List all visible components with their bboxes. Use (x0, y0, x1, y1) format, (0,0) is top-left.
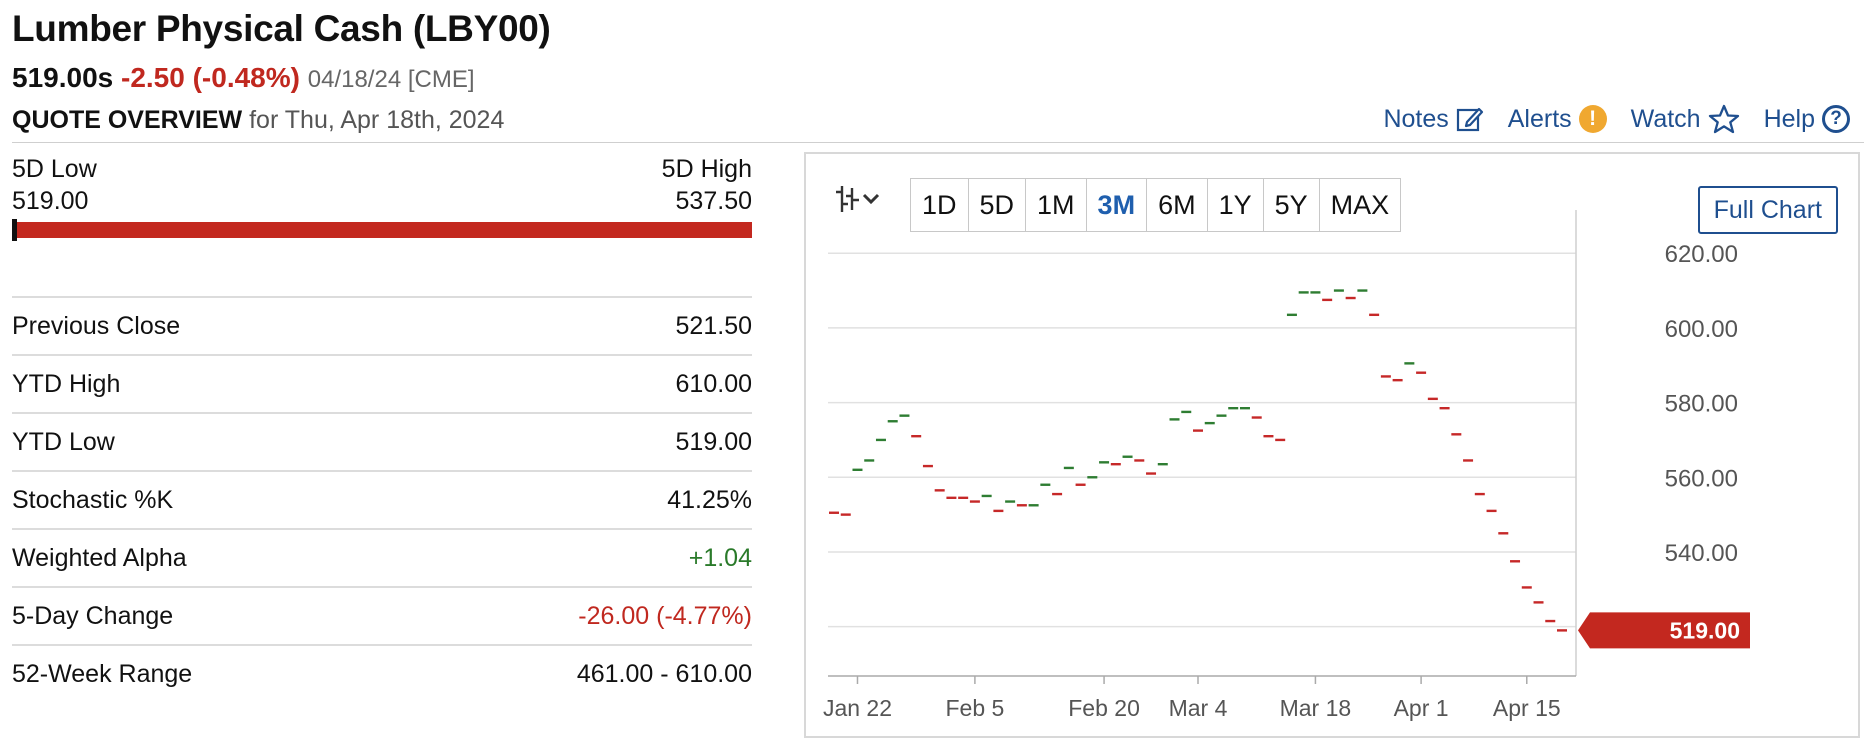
full-chart-button[interactable]: Full Chart (1697, 186, 1838, 234)
overview-date: for Thu, Apr 18th, 2024 (249, 106, 505, 134)
page-title: Lumber Physical Cash (LBY00) (12, 8, 551, 49)
quote-meta: 04/18/24 [CME] (307, 66, 475, 93)
price-chart: 620.00 600.00 580.00 560.00 540.00 Jan 22 Feb … (823, 210, 1750, 721)
range-button-1m[interactable]: 1M (1026, 179, 1087, 231)
stat-row: YTD Low 519.00 (12, 412, 752, 470)
stat-value: 519.00 (675, 427, 752, 456)
stat-label: 5-Day Change (12, 601, 174, 630)
five-day-low-label: 5D Low (12, 155, 97, 183)
x-tick-label: Mar 18 (1280, 695, 1352, 721)
help-icon: ? (1822, 105, 1850, 133)
stat-label: Previous Close (12, 311, 181, 340)
stat-label: YTD High (12, 369, 121, 398)
pencil-icon (1456, 107, 1483, 132)
x-tick-label: Feb 20 (1068, 695, 1140, 721)
five-day-range: 5D Low 5D High 519.00 537.50 (12, 153, 752, 217)
bar-chart-type-icon (836, 186, 859, 212)
last-price-tag-label: 519.00 (1670, 617, 1740, 643)
y-tick-label: 580.00 (1665, 391, 1738, 418)
watch-link[interactable]: Watch (1631, 104, 1740, 134)
alerts-link[interactable]: Alerts ! (1508, 104, 1607, 134)
stat-label: 52-Week Range (12, 659, 193, 688)
range-button-5d[interactable]: 5D (969, 179, 1027, 231)
notes-link[interactable]: Notes (1383, 104, 1483, 134)
stat-value: -26.00 (-4.77%) (578, 601, 752, 630)
x-tick-label: Mar 4 (1169, 695, 1228, 721)
header-divider (12, 142, 1864, 143)
last-price-tag (1578, 612, 1750, 649)
x-tick-label: Apr 15 (1493, 695, 1561, 721)
quote-line: 519.00s -2.50 (-0.48%) 04/18/24 [CME] (12, 62, 475, 94)
alert-icon: ! (1578, 105, 1607, 133)
watch-label: Watch (1630, 104, 1701, 133)
y-tick-label: 560.00 (1665, 465, 1738, 492)
five-day-range-bar (12, 219, 752, 241)
range-button-max[interactable]: MAX (1330, 189, 1390, 220)
y-tick-label: 540.00 (1665, 540, 1738, 567)
price-change: -2.50 (-0.48%) (121, 62, 300, 93)
time-range-buttons: 1D 5D 1M 3M 6M 1Y 5Y MAX (910, 178, 1402, 232)
notes-label: Notes (1383, 104, 1449, 133)
chart-type-dropdown[interactable] (834, 184, 880, 214)
five-day-high-label: 5D High (661, 155, 752, 183)
five-day-low-value: 519.00 (12, 187, 89, 215)
stat-row: YTD High 610.00 (12, 354, 752, 412)
range-current-marker (12, 219, 17, 241)
stat-row: Weighted Alpha +1.04 (12, 528, 752, 586)
y-tick-label: 600.00 (1665, 316, 1738, 343)
range-button-6m[interactable]: 6M (1147, 179, 1208, 231)
stat-value: 41.25% (667, 485, 752, 514)
star-icon (1708, 104, 1739, 134)
stat-value: 610.00 (675, 369, 752, 398)
x-tick-label: Jan 22 (823, 695, 892, 721)
help-label: Help (1763, 104, 1815, 133)
range-button-3m[interactable]: 3M (1087, 179, 1148, 231)
stat-value: 521.50 (675, 311, 752, 340)
range-button-1y[interactable]: 1Y (1208, 179, 1264, 231)
stat-label: Stochastic %K (12, 485, 174, 514)
stat-label: Weighted Alpha (12, 543, 187, 572)
stat-value: 461.00 - 610.00 (576, 659, 752, 688)
alerts-label: Alerts (1507, 104, 1572, 133)
help-link[interactable]: Help ? (1764, 104, 1850, 134)
stat-row: 52-Week Range 461.00 - 610.00 (12, 644, 752, 702)
last-price: 519.00s (12, 62, 114, 93)
x-tick-label: Apr 1 (1394, 695, 1449, 721)
chart-panel: 1D 5D 1M 3M 6M 1Y 5Y MAX Full Chart 620.00 600.0… (804, 152, 1860, 738)
y-tick-label: 620.00 (1665, 241, 1738, 268)
x-tick-label: Feb 5 (945, 695, 1004, 721)
range-button-1d[interactable]: 1D (911, 179, 969, 231)
stat-label: YTD Low (12, 427, 115, 456)
stat-row: Previous Close 521.50 (12, 296, 752, 354)
overview-label: QUOTE OVERVIEW (12, 106, 243, 134)
five-day-high-value: 537.50 (675, 187, 752, 215)
stats-table: Previous Close 521.50 YTD High 610.00 YTD Lo… (12, 296, 752, 702)
quote-overview-heading: QUOTE OVERVIEW for Thu, Apr 18th, 2024 (12, 106, 504, 135)
top-links: Notes Alerts ! Watch Help ? (1383, 104, 1850, 134)
stat-row: 5-Day Change -26.00 (-4.77%) (12, 586, 752, 644)
chevron-down-icon (862, 193, 880, 205)
range-button-5y[interactable]: 5Y (1264, 179, 1320, 231)
stat-value: +1.04 (688, 543, 752, 572)
stat-row: Stochastic %K 41.25% (12, 470, 752, 528)
